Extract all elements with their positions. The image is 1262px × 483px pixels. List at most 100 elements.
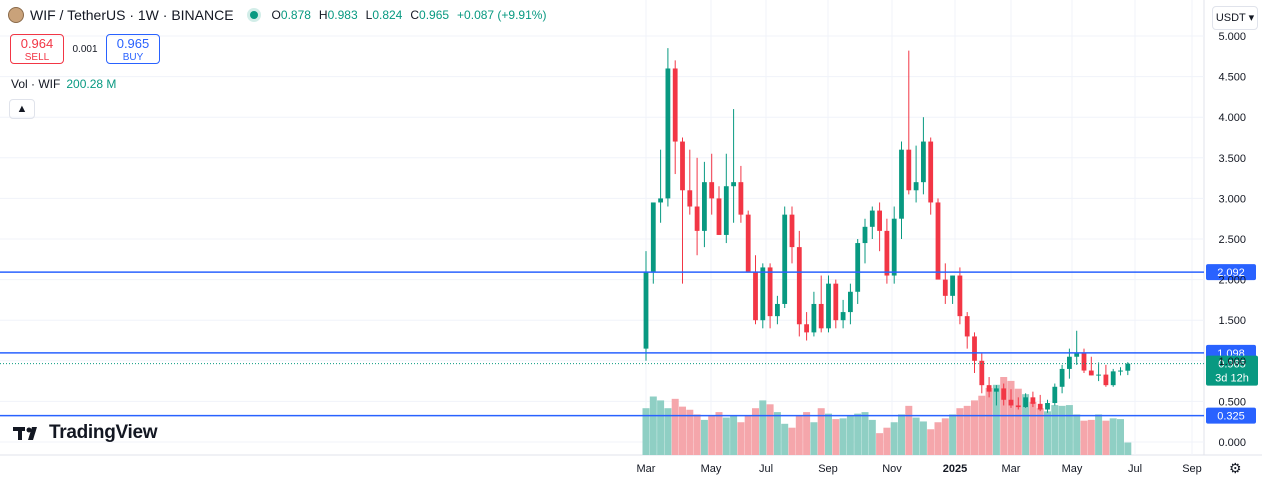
price-tick-label: 3.500 [1218,153,1246,165]
price-tick-label: 2.000 [1218,275,1246,287]
volume-bar [657,400,665,455]
volume-bars [642,377,1132,455]
candle-body [979,360,985,386]
candle-body [1118,370,1123,372]
volume-bar [730,416,738,455]
volume-bar [737,422,745,455]
tradingview-logo-icon [13,427,37,440]
price-tick-label: 0.000 [1218,437,1246,449]
time-tick-label: Mar [637,463,656,475]
currency-select[interactable]: USDT ▾ [1212,6,1258,30]
candle-body [1081,352,1087,371]
time-axis[interactable]: Mar May Jul Sep Nov 2025 Mar May Jul Sep [637,463,1202,475]
volume-bar [992,384,1000,455]
candle-body [1008,399,1014,406]
volume-bar [868,419,876,455]
volume-bar [839,418,847,455]
ohlc-key: C [410,8,420,22]
candle-body [950,275,955,296]
buy-button[interactable]: 0.965 BUY [106,34,160,64]
price-tick-label: 2.500 [1218,234,1246,246]
volume-bar [978,395,986,455]
candle-body [1110,371,1116,386]
candle-body [760,267,766,321]
ohlc-value: 0.878 [280,8,311,22]
volume-bar [876,433,884,455]
candles [643,48,1131,413]
volume-bar [810,422,818,455]
volume-bar [1036,408,1044,455]
volume-bar [766,404,774,455]
volume-bar [744,416,752,455]
volume-value: 200.28 M [66,77,117,91]
volume-bar [971,400,978,455]
volume-bar [846,416,854,455]
volume-bar [912,417,920,455]
candle-body [986,385,992,392]
volume-bar [649,396,657,455]
volume-bar [803,412,811,455]
ohlc-key: L [365,8,373,22]
volume-bar [1073,414,1081,455]
candle-body [680,141,685,191]
symbol-title[interactable]: WIF / TetherUS · 1W · BINANCE [30,7,234,23]
symbol-header: WIF / TetherUS · 1W · BINANCE O0.878 H0.… [8,7,546,23]
volume-bar [1087,419,1095,455]
volume-bar [861,412,869,455]
time-tick-label: Sep [1182,463,1202,475]
volume-bar [817,408,825,455]
volume-bar [963,405,971,455]
candle-body [869,210,875,227]
volume-bar [788,427,796,455]
bar-countdown-label: 3d 12h [1215,373,1249,385]
grid-lines [0,0,1262,456]
volume-bar [781,423,789,455]
volume-bar [949,414,957,455]
volume-legend[interactable]: Vol · WIF 200.28 M [11,77,116,91]
candle-body [906,149,912,191]
brand-name: TradingView [49,422,158,443]
time-tick-label: Mar [1002,463,1021,475]
volume-bar [1007,380,1015,455]
horizontal-line-label-bg [1206,264,1256,281]
gear-icon[interactable]: ⚙ [1229,460,1242,476]
price-axis[interactable]: 0.000 0.500 1.000 1.500 2.000 2.500 3.000 3.500… [1218,31,1246,449]
volume-bar [854,413,862,455]
volume-bar [890,422,898,455]
candle-body [928,141,934,203]
volume-bar [693,414,701,455]
buy-label: BUY [122,52,144,63]
candle-body [643,271,649,349]
volume-bar [1102,420,1110,455]
tradingview-logo[interactable]: TradingView [13,422,158,444]
volume-bar [934,422,942,455]
candle-body [1096,374,1101,376]
collapse-legend-button[interactable]: ▲ [9,99,35,119]
price-change: +0.087 (+9.91%) [457,8,547,22]
sell-button[interactable]: 0.964 SELL [10,34,64,64]
candle-body [818,303,824,329]
volume-bar [773,412,781,455]
volume-bar [679,406,686,455]
candle-body [723,186,729,235]
volume-bar [832,419,840,455]
horizontal-line-label: 2.092 [1217,267,1245,279]
candle-body [994,388,999,392]
candle-body [716,198,722,235]
candle-body [921,141,926,183]
volume-bar [722,417,730,455]
candle-body [753,271,758,321]
volume-bar [671,398,679,455]
candle-body [891,218,897,276]
candle-body [1015,405,1021,408]
candle-body [1052,386,1058,404]
candle-body [972,336,977,361]
spread-value: 0.001 [72,43,98,55]
time-tick-label: Jul [759,463,773,475]
candle-body [840,312,846,321]
candle-body [826,283,831,329]
candle-body [1059,368,1065,387]
volume-bar [941,418,949,455]
